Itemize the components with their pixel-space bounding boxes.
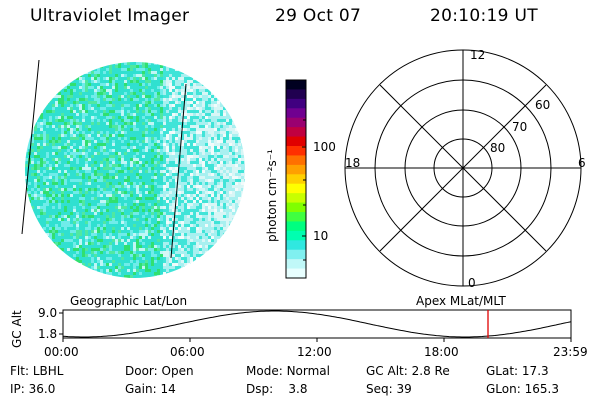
polar-label-18: 18 xyxy=(345,156,361,170)
polar-ring-label-70: 70 xyxy=(512,120,528,134)
timeline-tick-0600: 06:00 xyxy=(170,345,205,359)
info-glat-label: GLat: xyxy=(486,364,519,378)
info-gcalt-label: GC Alt: xyxy=(366,364,408,378)
info-gcalt-value: 2.8 Re xyxy=(411,364,450,378)
info-glon-value: 165.3 xyxy=(524,382,559,396)
info-seq-value: 39 xyxy=(396,382,412,396)
polar-ring-label-80: 80 xyxy=(490,141,506,155)
terminator-line-right xyxy=(170,83,187,259)
info-glat-value: 17.3 xyxy=(521,364,549,378)
timeline-tick-1200: 12:00 xyxy=(297,345,332,359)
polar-ring-label-60: 60 xyxy=(535,98,551,112)
date-label: 29 Oct 07 xyxy=(275,6,362,26)
info-dsp-label: Dsp: xyxy=(246,382,274,396)
info-dsp-value: 3.8 xyxy=(288,382,308,396)
info-gain-label: Gain: xyxy=(125,382,157,396)
info-glat: GLat: 17.3 xyxy=(486,364,549,378)
info-flt-label: Flt: xyxy=(10,364,29,378)
colorbar-tick-100: 100 xyxy=(313,140,336,154)
info-mode: Mode: Normal xyxy=(246,364,330,378)
info-gain: Gain: 14 xyxy=(125,382,176,396)
info-flt-value: LBHL xyxy=(32,364,64,378)
info-door-label: Door: xyxy=(125,364,158,378)
timeline-tick-1800: 18:00 xyxy=(424,345,459,359)
altitude-curve xyxy=(62,310,572,338)
info-gcalt: GC Alt: 2.8 Re xyxy=(366,364,450,378)
polar-label-6: 6 xyxy=(578,156,586,170)
info-mode-label: Mode: xyxy=(246,364,283,378)
info-dsp: Dsp: 3.8 xyxy=(246,382,308,396)
info-ip-label: IP: xyxy=(10,382,25,396)
timeline-ymin: 1.8 xyxy=(38,327,58,341)
info-door-value: Open xyxy=(161,364,194,378)
info-flt: Flt: LBHL xyxy=(10,364,63,378)
time-label: 20:10:19 UT xyxy=(430,6,538,26)
info-seq-label: Seq: xyxy=(366,382,393,396)
info-seq: Seq: 39 xyxy=(366,382,412,396)
polar-label-0: 0 xyxy=(468,276,476,290)
instrument-title: Ultraviolet Imager xyxy=(30,6,190,26)
info-ip-value: 36.0 xyxy=(28,382,56,396)
info-glon-label: GLon: xyxy=(486,382,521,396)
info-door: Door: Open xyxy=(125,364,194,378)
colorbar-tick-10: 10 xyxy=(313,229,329,243)
timeline-ymax: 9.0 xyxy=(38,306,58,320)
timeline-tick-0000: 00:00 xyxy=(44,345,79,359)
info-ip: IP: 36.0 xyxy=(10,382,55,396)
timeline-tick-2359: 23:59 xyxy=(553,345,588,359)
polar-label-12: 12 xyxy=(470,48,486,62)
timeline-right-label: Apex MLat/MLT xyxy=(416,294,506,308)
timeline-left-label: Geographic Lat/Lon xyxy=(70,294,188,308)
info-gain-value: 14 xyxy=(160,382,176,396)
info-mode-value: Normal xyxy=(286,364,330,378)
info-glon: GLon: 165.3 xyxy=(486,382,559,396)
terminator-line-left xyxy=(21,59,40,235)
